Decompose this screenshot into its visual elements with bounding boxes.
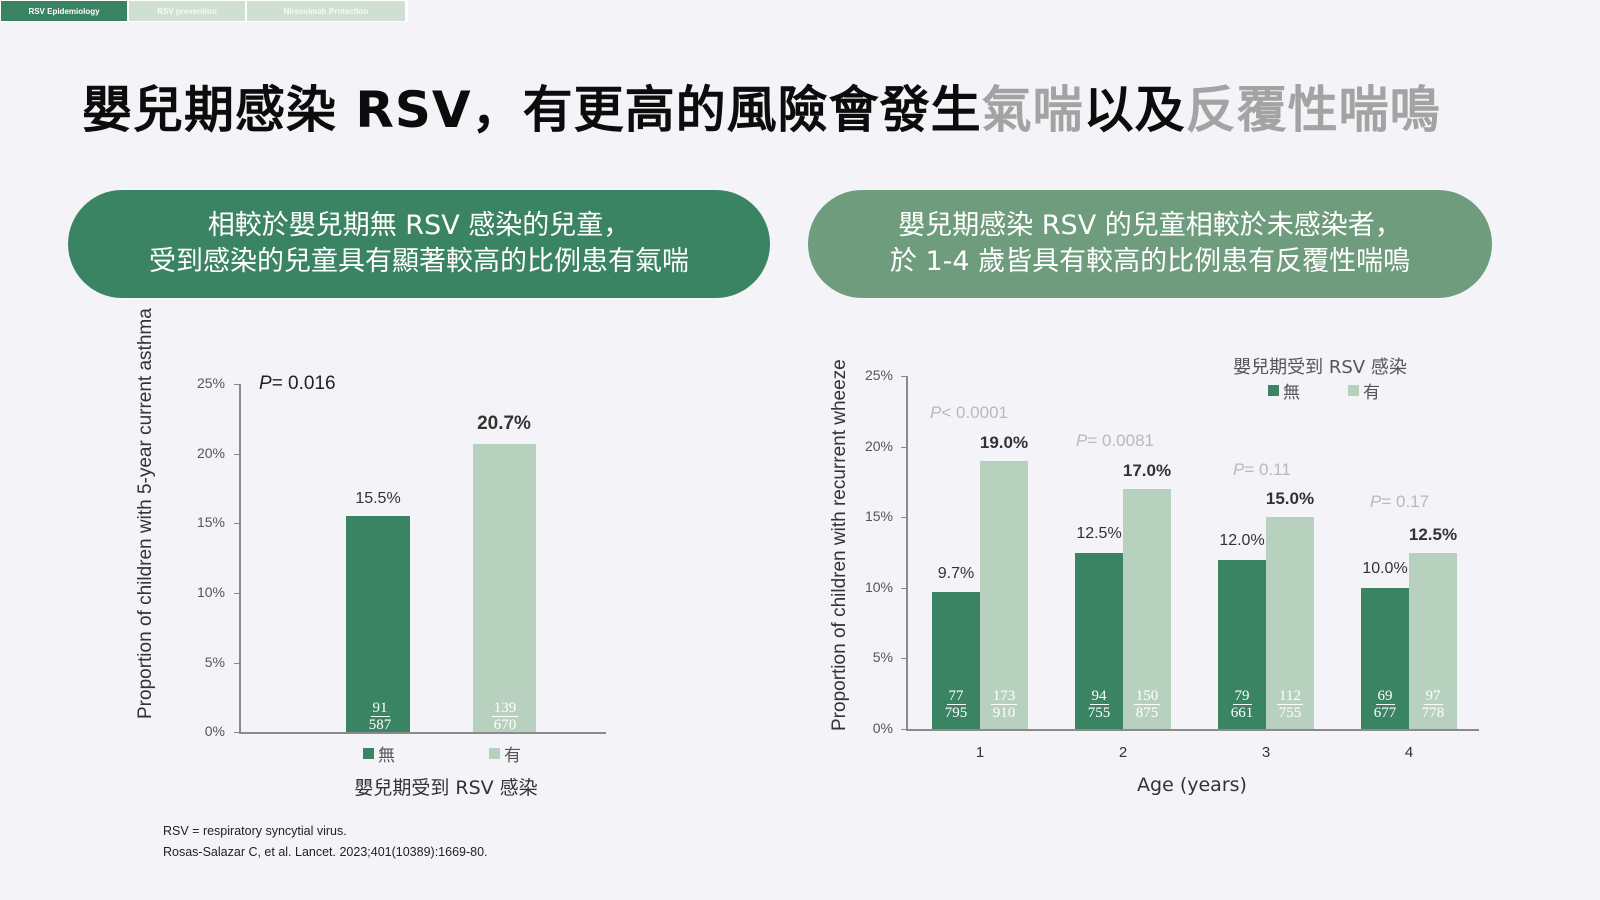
bar-value-label: 20.7% bbox=[477, 413, 531, 434]
x-tick-label: 1 bbox=[975, 744, 985, 761]
y-tick-label: 10% bbox=[196, 584, 225, 600]
bar-no-rsv bbox=[932, 592, 980, 729]
y-axis-label: Proportion of children with recurrent wh… bbox=[829, 359, 850, 731]
y-tick bbox=[901, 658, 907, 659]
bar-value-label: 17.0% bbox=[1122, 461, 1172, 480]
y-tick-label: 25% bbox=[196, 375, 225, 391]
y-tick bbox=[234, 663, 240, 664]
title-highlight-wheeze: 反覆性喘鳴 bbox=[1185, 81, 1441, 139]
y-tick-label: 20% bbox=[196, 445, 225, 461]
bar-value-label: 15.0% bbox=[1265, 489, 1315, 508]
bar-rsv bbox=[980, 461, 1028, 729]
y-tick bbox=[234, 384, 240, 385]
y-tick bbox=[901, 376, 907, 377]
x-axis bbox=[239, 732, 606, 734]
y-tick bbox=[234, 454, 240, 455]
legend-item-no: 無 bbox=[363, 741, 395, 766]
bar-no-rsv bbox=[1218, 560, 1266, 729]
legend-swatch-icon bbox=[489, 748, 500, 759]
p-value: P= 0.11 bbox=[1233, 460, 1291, 479]
legend-swatch-icon bbox=[1268, 385, 1279, 396]
y-tick bbox=[234, 732, 240, 733]
bar-fraction: 112 755 bbox=[1277, 688, 1303, 721]
y-tick-label: 10% bbox=[864, 579, 893, 595]
bar-value-label: 12.5% bbox=[1408, 525, 1458, 544]
title-highlight-asthma: 氣喘 bbox=[981, 81, 1084, 139]
p-value: P= 0.17 bbox=[1370, 492, 1430, 511]
y-tick bbox=[901, 447, 907, 448]
x-axis-label: Age (years) bbox=[1137, 774, 1247, 796]
y-tick-label: 25% bbox=[864, 367, 893, 383]
wheeze-summary-pill: 嬰兒期感染 RSV 的兒童相較於未感染者， 於 1-4 歲皆具有較高的比例患有反… bbox=[808, 190, 1492, 298]
bar-fraction: 139 670 bbox=[491, 700, 519, 733]
abbreviation-footnote: RSV = respiratory syncytial virus. bbox=[163, 824, 347, 838]
bar-rsv bbox=[1123, 489, 1171, 729]
bar-fraction: 150 875 bbox=[1133, 688, 1161, 721]
x-tick-label: 4 bbox=[1404, 744, 1414, 761]
tab-rsv-prevention[interactable]: RSV prevention bbox=[129, 1, 245, 21]
y-tick bbox=[901, 729, 907, 730]
section-tabs: RSV Epidemiology RSV prevention Nirsevim… bbox=[0, 0, 408, 22]
y-tick-label: 15% bbox=[196, 514, 225, 530]
y-tick bbox=[234, 593, 240, 594]
tab-nirsevimab-protection[interactable]: Nirsevimab Protection bbox=[247, 1, 405, 21]
bar-value-label: 19.0% bbox=[979, 433, 1029, 452]
bar-rsv bbox=[1409, 553, 1457, 729]
y-axis bbox=[239, 384, 241, 733]
tab-rsv-epidemiology[interactable]: RSV Epidemiology bbox=[1, 1, 127, 21]
citation-footnote: Rosas-Salazar C, et al. Lancet. 2023;401… bbox=[163, 845, 488, 859]
y-tick-label: 5% bbox=[204, 654, 225, 670]
bar-value-label: 10.0% bbox=[1362, 560, 1408, 577]
y-tick-label: 5% bbox=[872, 649, 893, 665]
bar-fraction: 91 587 bbox=[368, 700, 392, 733]
y-tick-label: 0% bbox=[872, 720, 893, 736]
y-tick bbox=[901, 588, 907, 589]
bar-value-label: 9.7% bbox=[937, 565, 975, 582]
pill-line: 於 1-4 歲皆具有較高的比例患有反覆性喘鳴 bbox=[889, 246, 1411, 277]
legend-title: 嬰兒期受到 RSV 感染 bbox=[1233, 357, 1407, 378]
bar-value-label: 12.0% bbox=[1219, 532, 1265, 549]
bar-rsv bbox=[1266, 517, 1314, 729]
page-title: 嬰兒期感染 RSV，有更高的風險會發生氣喘以及反覆性喘鳴 bbox=[82, 70, 1441, 142]
bar-fraction: 97 778 bbox=[1421, 688, 1445, 721]
p-value: P= 0.016 bbox=[259, 373, 336, 394]
y-tick-label: 20% bbox=[864, 438, 893, 454]
bar-value-label: 15.5% bbox=[355, 490, 401, 507]
legend-item-yes: 有 bbox=[489, 741, 521, 766]
bar-value-label: 12.5% bbox=[1076, 525, 1122, 542]
bar-fraction: 173 910 bbox=[990, 688, 1018, 721]
bar-fraction: 77 795 bbox=[944, 688, 968, 721]
x-tick-label: 3 bbox=[1261, 744, 1271, 761]
y-tick bbox=[901, 517, 907, 518]
y-tick bbox=[234, 523, 240, 524]
legend-item-yes: 有 bbox=[1348, 378, 1380, 403]
bar-no-rsv bbox=[1361, 588, 1409, 729]
pill-line: 受到感染的兒童具有顯著較高的比例患有氣喘 bbox=[149, 246, 689, 277]
p-value: P< 0.0001 bbox=[930, 403, 1008, 422]
legend-swatch-icon bbox=[363, 748, 374, 759]
bar-fraction: 69 677 bbox=[1373, 688, 1397, 721]
x-axis bbox=[906, 729, 1479, 731]
asthma-summary-pill: 相較於嬰兒期無 RSV 感染的兒童， 受到感染的兒童具有顯著較高的比例患有氣喘 bbox=[68, 190, 770, 298]
title-part2: 以及 bbox=[1083, 81, 1186, 139]
legend-item-no: 無 bbox=[1268, 378, 1300, 403]
bar-rsv bbox=[473, 444, 536, 732]
x-axis-label: 嬰兒期受到 RSV 感染 bbox=[354, 777, 538, 799]
bar-fraction: 94 755 bbox=[1087, 688, 1111, 721]
y-axis bbox=[906, 376, 908, 730]
bar-no-rsv bbox=[1075, 553, 1123, 729]
y-tick-label: 15% bbox=[864, 508, 893, 524]
title-part1: 嬰兒期感染 RSV，有更高的風險會發生 bbox=[82, 81, 982, 139]
pill-line: 嬰兒期感染 RSV 的兒童相較於未感染者， bbox=[898, 210, 1402, 241]
bar-fraction: 79 661 bbox=[1230, 688, 1254, 721]
p-value: P= 0.0081 bbox=[1076, 431, 1154, 450]
asthma-chart: Proportion of children with 5-year curre… bbox=[135, 308, 606, 799]
bar-no-rsv bbox=[346, 516, 410, 732]
y-tick-label: 0% bbox=[204, 723, 225, 739]
legend-swatch-icon bbox=[1348, 385, 1359, 396]
pill-line: 相較於嬰兒期無 RSV 感染的兒童， bbox=[207, 210, 631, 241]
x-tick-label: 2 bbox=[1118, 744, 1128, 761]
